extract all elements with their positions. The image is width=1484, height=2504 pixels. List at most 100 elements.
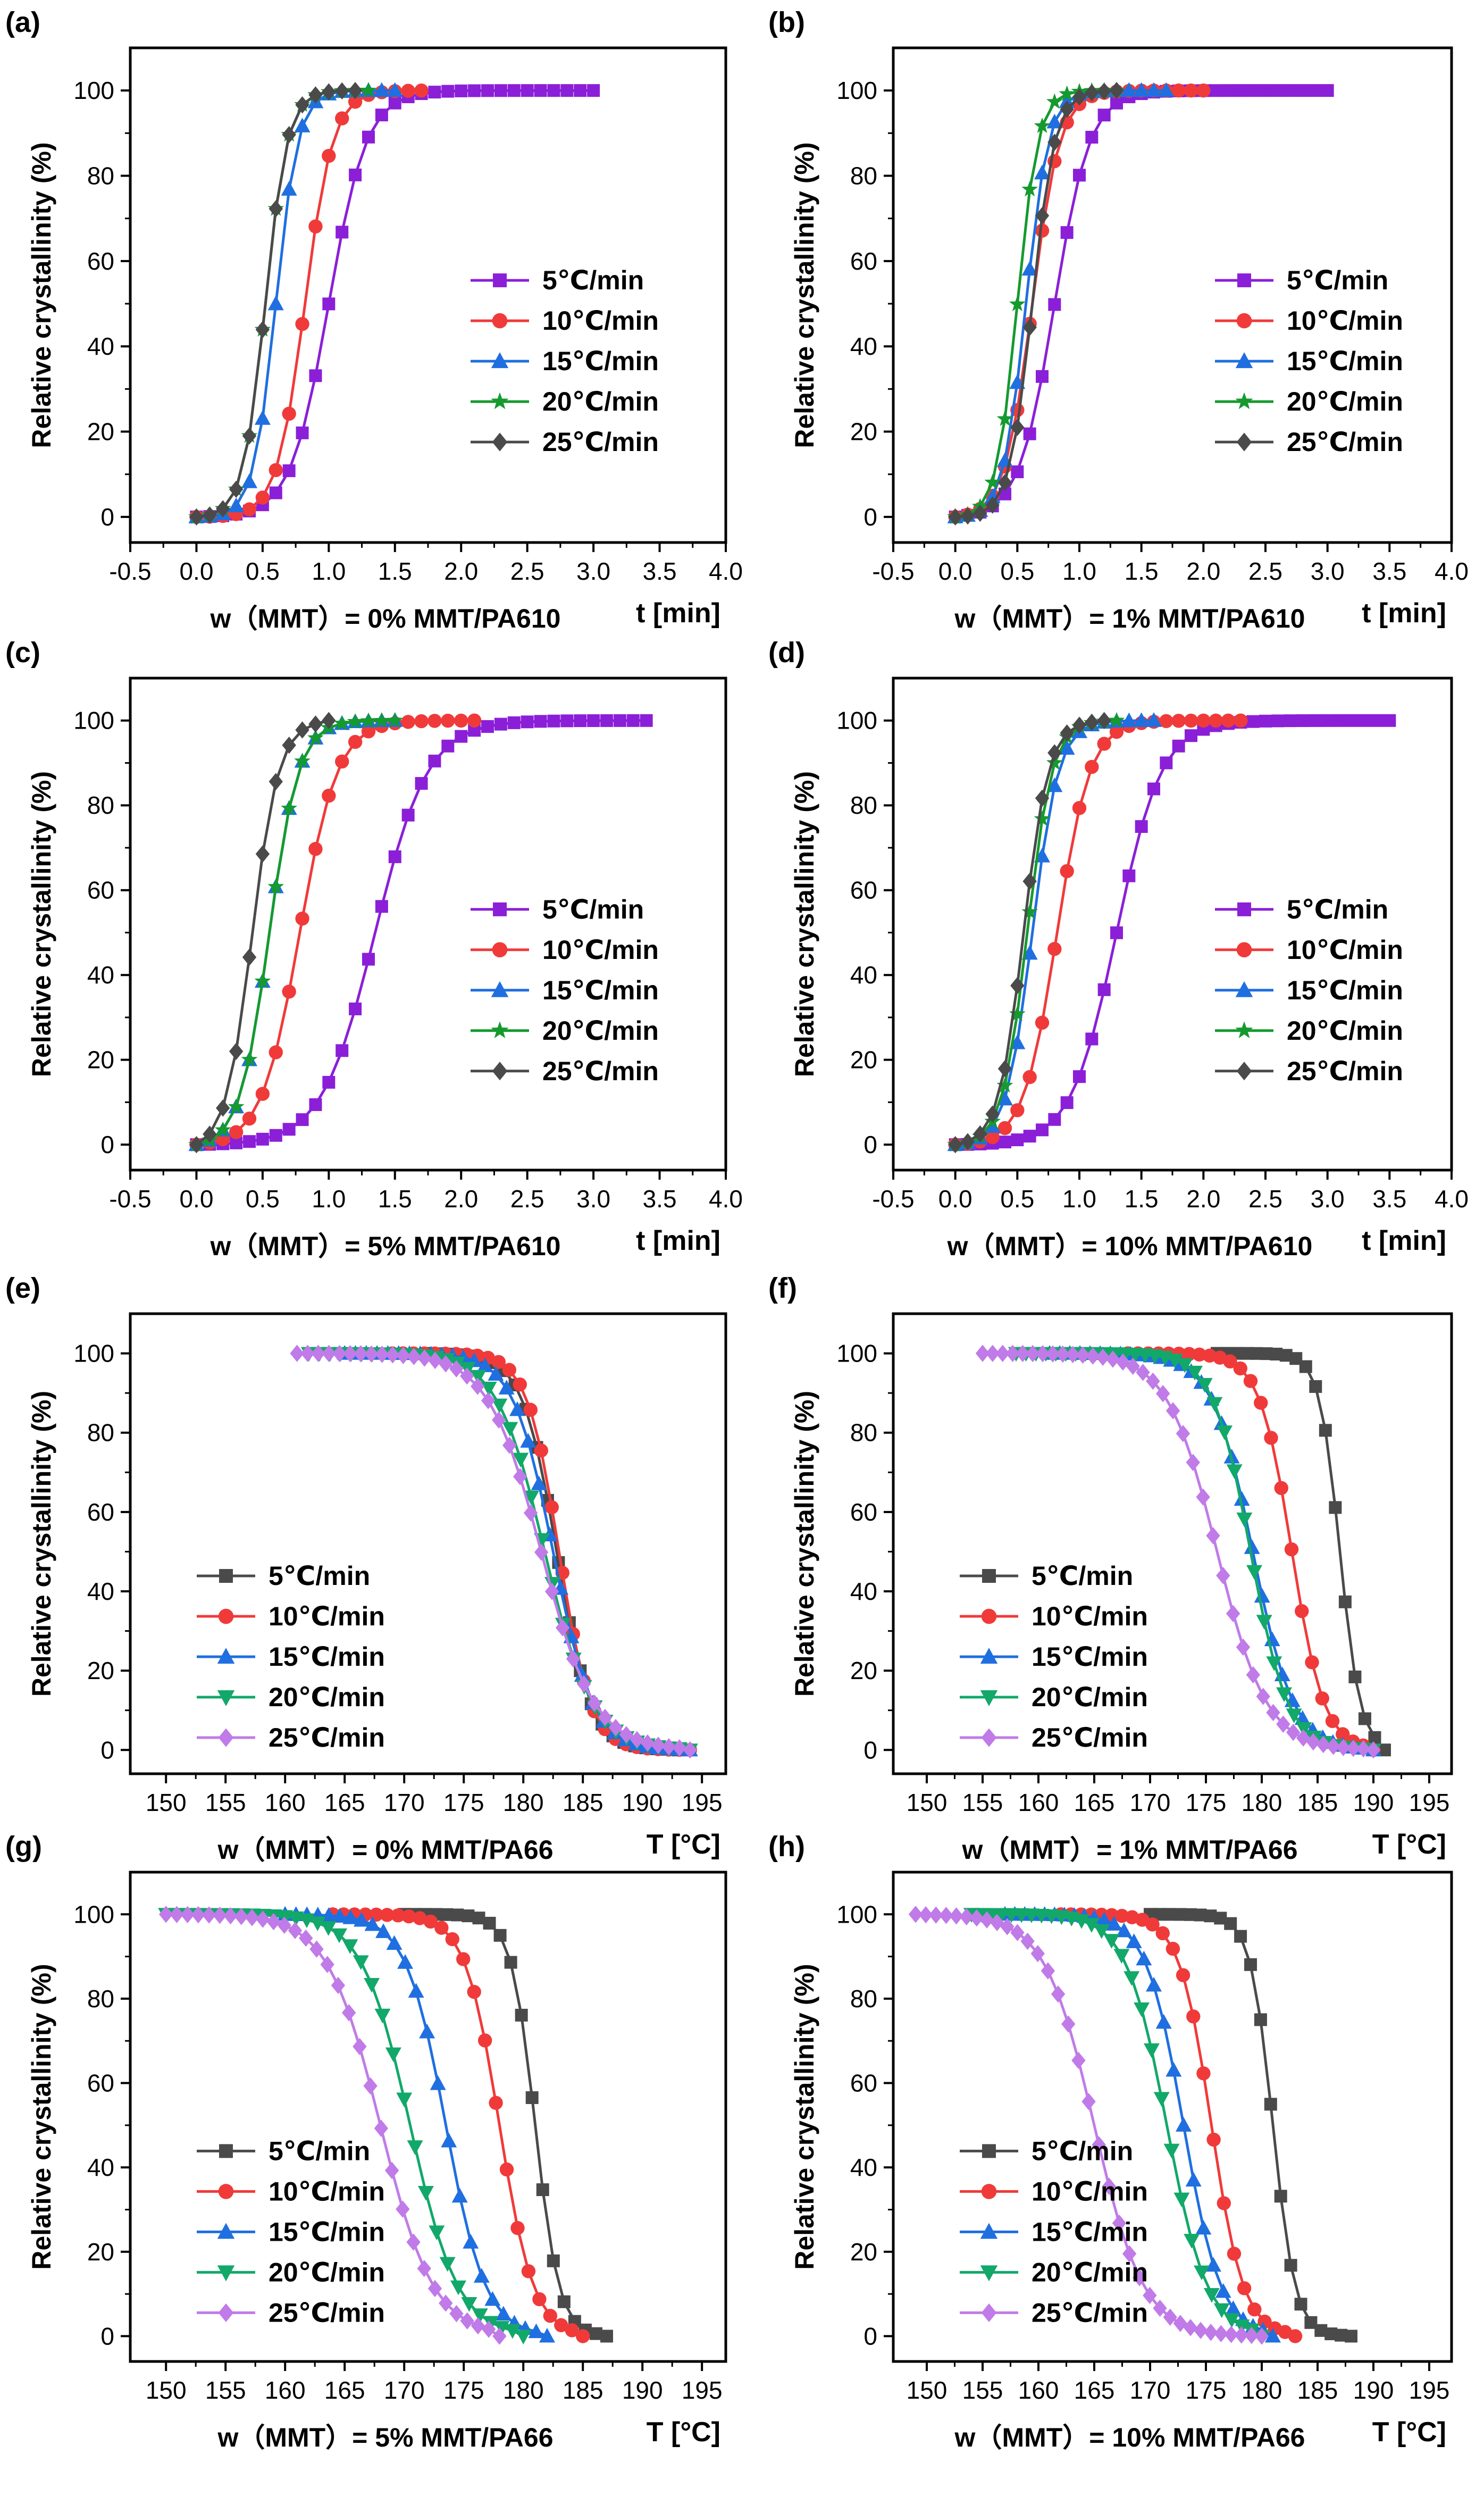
x-axis-unit: T [°C] — [1372, 2417, 1446, 2448]
marker-triangle-down — [1074, 1914, 1090, 1929]
marker-circle — [1315, 1691, 1329, 1706]
y-tick-label: 60 — [87, 877, 114, 904]
marker-triangle-down — [1276, 1687, 1292, 1702]
marker-circle — [1237, 2281, 1252, 2296]
y-tick-label: 20 — [850, 1046, 877, 1074]
marker-diamond — [309, 1940, 324, 1958]
marker-triangle — [294, 118, 311, 132]
marker-triangle-down — [450, 2280, 467, 2296]
marker-diamond — [471, 1378, 485, 1395]
marker-circle — [1196, 83, 1211, 98]
x-axis-unit: t [min] — [636, 598, 720, 629]
marker-circle — [282, 984, 296, 999]
marker-square — [1244, 1958, 1257, 1971]
marker-triangle — [1158, 82, 1175, 97]
marker-square — [1246, 715, 1260, 728]
y-tick-label: 20 — [87, 1046, 114, 1074]
y-tick-label: 60 — [87, 247, 114, 275]
marker-square — [589, 2327, 602, 2340]
legend-label: 25℃/min — [1032, 2298, 1148, 2327]
marker-diamond — [1126, 1357, 1140, 1375]
series-2 — [277, 1906, 555, 2343]
x-tick-label: 185 — [563, 1789, 603, 1816]
marker-square — [1036, 1123, 1049, 1137]
marker-diamond — [973, 504, 987, 522]
marker-diamond — [1356, 1740, 1371, 1758]
marker-triangle — [1254, 1588, 1270, 1603]
marker-square — [1321, 714, 1334, 727]
marker-square — [587, 84, 600, 97]
marker-square — [1271, 84, 1285, 97]
marker-star — [373, 712, 390, 728]
x-tick-label: 190 — [1353, 1789, 1394, 1816]
series-0 — [1144, 1908, 1357, 2343]
marker-circle — [454, 713, 468, 728]
marker-triangle-down — [515, 2330, 532, 2345]
series-4 — [290, 1345, 697, 1759]
marker-triangle-down — [277, 1910, 294, 1925]
marker-square — [349, 168, 362, 181]
marker-diamond — [1193, 2322, 1208, 2339]
marker-circle — [576, 2329, 590, 2343]
x-tick-label: 155 — [962, 1789, 1003, 1816]
marker-square — [494, 84, 507, 97]
marker-square — [481, 720, 494, 733]
marker-square — [1329, 1501, 1342, 1514]
marker-diamond — [1105, 1350, 1120, 1368]
marker-diamond — [672, 1739, 687, 1757]
marker-triangle — [228, 497, 245, 513]
marker-circle — [348, 734, 363, 749]
marker-triangle — [1265, 2327, 1281, 2343]
marker-circle — [1155, 1926, 1170, 1941]
marker-diamond — [234, 1908, 249, 1925]
marker-triangle — [364, 1916, 381, 1931]
marker-square — [428, 86, 441, 99]
marker-diamond — [1316, 1735, 1330, 1754]
marker-star — [1059, 85, 1076, 101]
series-line — [196, 89, 369, 519]
marker-diamond — [1035, 207, 1050, 224]
marker-circle — [391, 1908, 405, 1923]
marker-square — [1309, 1380, 1322, 1393]
x-tick-label: 0.5 — [246, 1185, 280, 1213]
marker-diamond — [997, 474, 1012, 491]
legend-label: 10℃/min — [1032, 2176, 1148, 2206]
marker-square — [640, 714, 653, 727]
marker-diamond — [997, 1060, 1012, 1078]
marker-triangle-down — [1153, 2092, 1170, 2107]
marker-square — [1048, 298, 1061, 311]
legend-label: 5℃/min — [1287, 265, 1388, 295]
marker-square — [322, 297, 336, 311]
legend-label: 25℃/min — [542, 427, 659, 457]
marker-circle — [544, 1500, 559, 1515]
marker-diamond — [973, 1125, 987, 1143]
marker-square — [547, 714, 560, 728]
marker-circle — [1295, 1604, 1309, 1618]
marker-star — [491, 1021, 509, 1038]
marker-diamond — [1216, 1567, 1230, 1584]
marker-square — [428, 754, 441, 767]
marker-circle — [981, 1608, 997, 1624]
y-tick-label: 60 — [850, 2069, 877, 2097]
legend-label: 20℃/min — [1287, 387, 1403, 416]
x-tick-label: 1.5 — [378, 1185, 412, 1213]
marker-square — [494, 717, 507, 731]
legend-label: 10℃/min — [542, 306, 659, 336]
marker-star — [360, 81, 377, 98]
panel-label: (h) — [768, 1831, 805, 1863]
marker-circle — [445, 1932, 459, 1947]
marker-square — [1023, 427, 1036, 440]
marker-square — [336, 226, 349, 239]
marker-diamond — [492, 2327, 507, 2345]
series-line — [955, 89, 1204, 519]
legend-label: 15℃/min — [542, 975, 659, 1005]
y-tick-label: 0 — [863, 2322, 877, 2350]
y-tick-label: 20 — [850, 2238, 877, 2266]
marker-triangle-down — [309, 1916, 326, 1931]
legend-label: 25℃/min — [269, 1723, 385, 1752]
marker-diamond — [1095, 1348, 1110, 1366]
marker-star — [1235, 1021, 1253, 1038]
marker-circle — [554, 2318, 568, 2332]
marker-square — [256, 1132, 269, 1146]
marker-diamond — [534, 1543, 549, 1561]
